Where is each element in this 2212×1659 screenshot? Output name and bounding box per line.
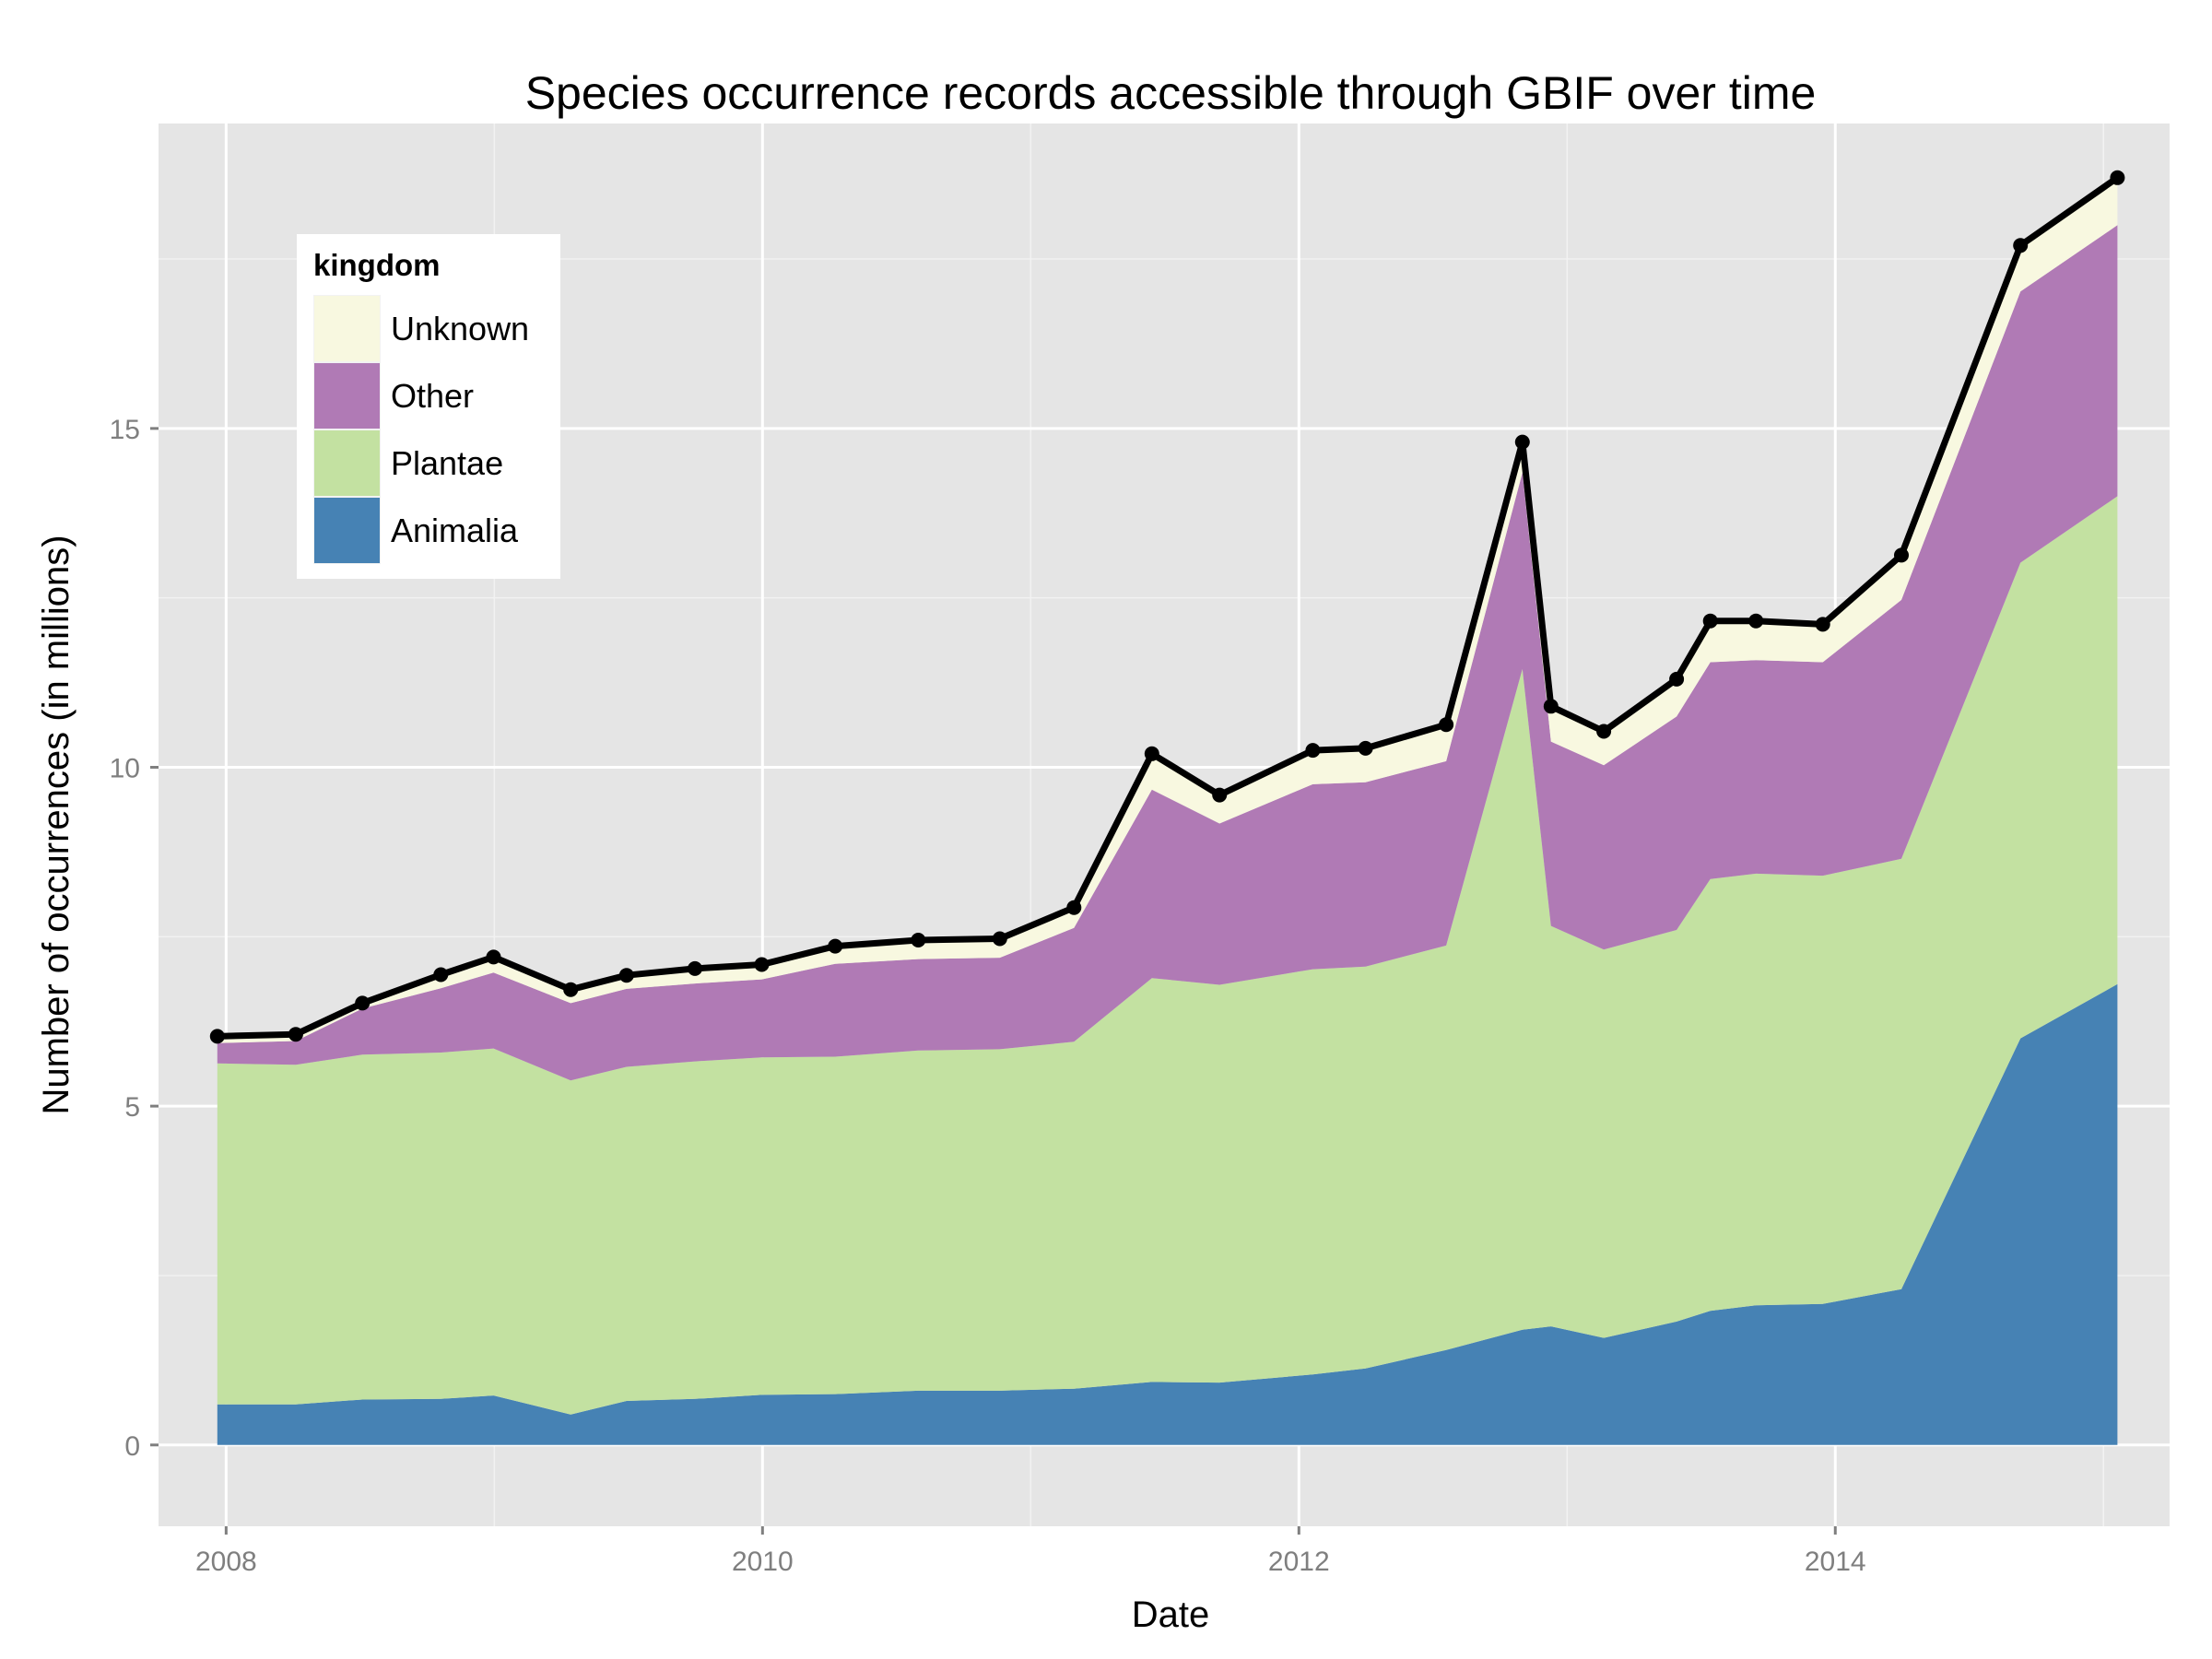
y-axis: 0 5 10 15 <box>110 415 159 1462</box>
legend-key-plantae <box>314 430 380 496</box>
area-animalia <box>217 983 2118 1445</box>
total-point <box>1439 717 1454 733</box>
total-line <box>217 174 2120 1040</box>
total-point <box>433 967 449 982</box>
total-point <box>1212 787 1228 803</box>
total-point <box>828 938 843 954</box>
total-point <box>486 949 501 965</box>
total-point <box>911 933 926 947</box>
x-tick-label: 2008 <box>195 1547 257 1577</box>
legend: kingdom Unknown Other Plantae Animalia <box>297 234 560 579</box>
total-point <box>1543 699 1559 714</box>
y-tick-label: 15 <box>110 415 140 445</box>
total-point <box>1066 900 1082 915</box>
total-point <box>1305 743 1321 759</box>
total-point <box>992 931 1007 947</box>
x-tick-label: 2014 <box>1805 1547 1866 1577</box>
total-line-path <box>217 174 2120 1040</box>
total-point <box>288 1027 303 1042</box>
total-point <box>2013 238 2029 253</box>
total-point <box>1596 724 1612 739</box>
y-tick-label: 10 <box>110 754 140 784</box>
total-point <box>1514 434 1530 450</box>
total-point <box>1669 671 1685 687</box>
x-tick-label: 2010 <box>732 1547 794 1577</box>
chart-title: Species occurrence records accessible th… <box>525 67 1817 119</box>
stacked-areas <box>217 177 2118 1445</box>
legend-key-other <box>314 363 380 429</box>
total-point <box>1358 740 1373 756</box>
total-point <box>618 968 634 983</box>
x-axis-title: Date <box>1132 1594 1210 1635</box>
total-point <box>688 960 702 976</box>
total-point <box>1894 547 1909 563</box>
total-point <box>355 995 371 1011</box>
total-point <box>209 1029 225 1044</box>
y-tick-label: 5 <box>124 1092 140 1123</box>
total-point <box>1815 617 1830 632</box>
legend-label-animalia: Animalia <box>391 512 519 549</box>
legend-key-unknown <box>314 296 380 361</box>
legend-label-other: Other <box>391 377 474 415</box>
y-tick-label: 0 <box>124 1431 140 1462</box>
area-plantae <box>217 496 2118 1415</box>
total-point <box>1748 613 1764 629</box>
y-axis-title: Number of occurrences (in millions) <box>36 535 76 1114</box>
total-point <box>1144 746 1159 761</box>
area-other <box>217 225 2118 1081</box>
total-point <box>563 982 579 997</box>
legend-label-unknown: Unknown <box>391 310 529 347</box>
legend-title: kingdom <box>313 248 441 282</box>
total-point <box>2110 170 2125 185</box>
x-axis: 2008 2010 2012 2014 <box>195 1526 1866 1577</box>
total-point <box>754 957 770 972</box>
legend-key-animalia <box>314 498 380 563</box>
x-tick-label: 2012 <box>1268 1547 1330 1577</box>
total-point <box>1702 613 1718 629</box>
legend-label-plantae: Plantae <box>391 444 503 482</box>
total-points <box>209 170 2125 1044</box>
